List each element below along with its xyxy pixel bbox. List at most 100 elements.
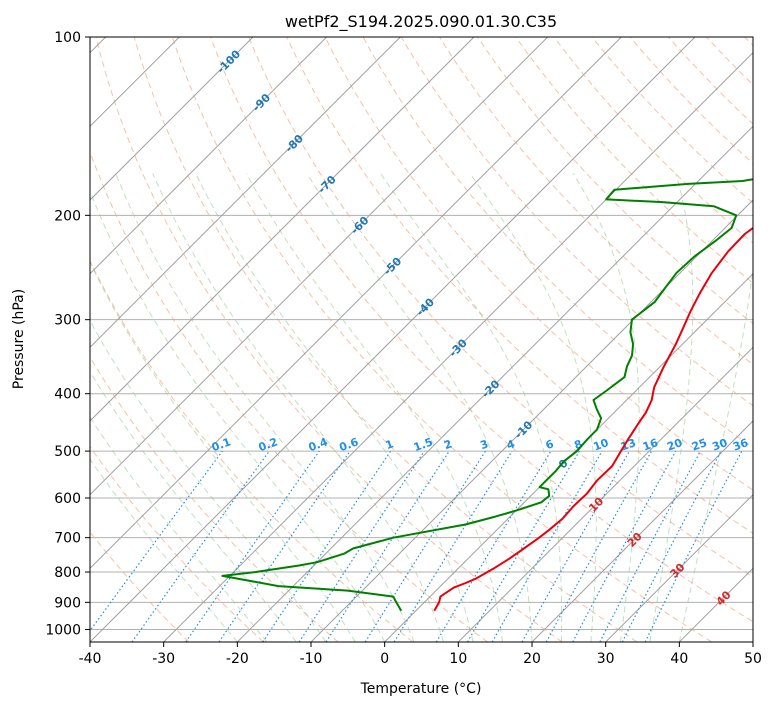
mixing-ratio-line xyxy=(218,450,351,642)
mixing-ratio-line xyxy=(262,450,392,642)
x-tick-label: -40 xyxy=(79,651,102,667)
mixing-ratio-label: 30 xyxy=(710,436,729,454)
dry-adiabat-line xyxy=(668,37,753,125)
mixing-ratio-label: 1 xyxy=(384,437,396,452)
y-tick-label: 300 xyxy=(54,313,81,329)
dry-adiabat-line xyxy=(90,259,414,642)
dry-adiabat-line xyxy=(706,37,753,86)
isotherm-line xyxy=(163,51,753,642)
dry-adiabat-line xyxy=(90,150,488,642)
dry-adiabat-line xyxy=(90,531,190,642)
y-tick-label: 400 xyxy=(54,387,81,403)
dry-adiabat-line xyxy=(629,37,753,165)
y-tick-label: 800 xyxy=(54,565,81,581)
moist-adiabat-line xyxy=(90,189,386,642)
dry-adiabat-line xyxy=(477,37,753,325)
plot-area: 0.1 0.2 0.4 0.6 1 1.5 2 3 4 6 8 10 13 16 20 25 30 36-100-… xyxy=(90,37,753,642)
x-tick-label: -20 xyxy=(226,651,249,667)
isotherm-line xyxy=(752,641,753,642)
mixing-ratio-line xyxy=(298,450,425,642)
y-tick-label: 100 xyxy=(54,30,81,46)
mixing-ratio-label: 3 xyxy=(478,437,490,452)
mixing-ratio-line xyxy=(644,450,743,642)
isotherm-line xyxy=(384,272,753,642)
mixing-ratio-label: 2 xyxy=(442,437,454,452)
isotherm-line xyxy=(90,37,696,642)
y-tick-label: 700 xyxy=(54,531,81,547)
isotherm-line xyxy=(90,37,475,422)
isotherm-label: -90 xyxy=(250,91,273,114)
temperature-trace xyxy=(433,226,753,612)
dry-adiabat-line xyxy=(744,37,753,47)
dry-adiabat-line xyxy=(95,37,563,642)
mixing-ratio-line xyxy=(466,450,580,642)
dry-adiabat-line xyxy=(248,37,753,578)
mixing-ratio-line xyxy=(185,450,320,642)
dry-adiabat-line xyxy=(591,37,753,204)
moist-adiabat-line xyxy=(90,458,238,642)
dry-adiabat-line xyxy=(515,37,753,284)
y-axis-label: Pressure (hPa) xyxy=(11,289,27,389)
isotherm-line xyxy=(90,37,622,570)
isotherm-label: -100 xyxy=(215,47,244,76)
dry-adiabat-line xyxy=(90,445,264,642)
isotherm-label: -80 xyxy=(283,132,306,155)
mixing-ratio-line xyxy=(545,450,653,642)
y-tick-label: 900 xyxy=(54,595,81,611)
moist-adiabat-line xyxy=(90,319,327,642)
plot-frame xyxy=(89,36,754,643)
mixing-ratio-label: 0.2 xyxy=(257,435,280,454)
mixing-ratio-label: 0.4 xyxy=(307,435,330,454)
x-tick-label: 50 xyxy=(744,651,762,667)
mixing-ratio-label: 16 xyxy=(641,436,660,454)
moist-adiabat-line xyxy=(152,173,445,642)
moist-adiabat-line xyxy=(306,173,533,642)
dewpoint-trace xyxy=(221,178,753,612)
dry-adiabat-line xyxy=(324,37,753,491)
mixing-ratio-label: 10 xyxy=(592,436,611,454)
mixing-ratio-label: 20 xyxy=(665,436,684,454)
mixing-ratio-label: 25 xyxy=(690,436,709,453)
moist-adiabat-line xyxy=(90,416,268,642)
x-tick-label: 0 xyxy=(380,651,389,667)
dry-adiabat-line xyxy=(400,37,753,407)
dry-adiabat-line xyxy=(210,37,753,623)
moist-adiabat-line xyxy=(678,265,753,642)
x-tick-label: 40 xyxy=(670,651,688,667)
mixing-ratio-label: 36 xyxy=(731,436,750,454)
mixing-ratio-line xyxy=(393,450,513,642)
mixing-ratio-line xyxy=(90,450,223,632)
dry-adiabat-line xyxy=(133,37,638,642)
dry-adiabat-line xyxy=(553,37,753,244)
isotherm-line xyxy=(90,37,328,275)
mixing-ratio-line xyxy=(572,450,677,642)
isotherm-line xyxy=(90,37,549,496)
mixing-ratio-label: 8 xyxy=(572,437,584,452)
y-tick-label: 1000 xyxy=(45,622,81,638)
x-tick-label: -30 xyxy=(152,651,175,667)
isotherm-line xyxy=(678,567,753,642)
isotherm-line xyxy=(605,493,753,642)
mixing-ratio-label: 6 xyxy=(544,437,556,452)
mixing-ratio-label: 4 xyxy=(505,437,517,452)
isotherm-line xyxy=(236,125,753,642)
x-tick-label: 10 xyxy=(449,651,467,667)
mixing-ratio-label: 0.6 xyxy=(338,435,361,454)
isotherm-line xyxy=(90,37,401,349)
isotherm-line xyxy=(90,37,254,201)
y-tick-label: 500 xyxy=(54,444,81,460)
y-tick-label: 200 xyxy=(54,208,81,224)
y-tick-label: 600 xyxy=(54,491,81,507)
moist-adiabat-line xyxy=(195,173,474,642)
chart-title: wetPf2_S194.2025.090.01.30.C35 xyxy=(285,12,557,32)
isotherm-line xyxy=(457,346,753,642)
isotherm-line xyxy=(531,420,753,642)
mixing-ratio-label: 13 xyxy=(619,436,638,453)
mixing-ratio-label: 1.5 xyxy=(412,435,435,454)
moist-adiabat-line xyxy=(649,173,694,642)
moist-adiabat-line xyxy=(90,260,356,642)
mixing-ratio-line xyxy=(521,450,631,642)
isotherm-line xyxy=(310,199,753,642)
mixing-ratio-line xyxy=(131,450,270,642)
